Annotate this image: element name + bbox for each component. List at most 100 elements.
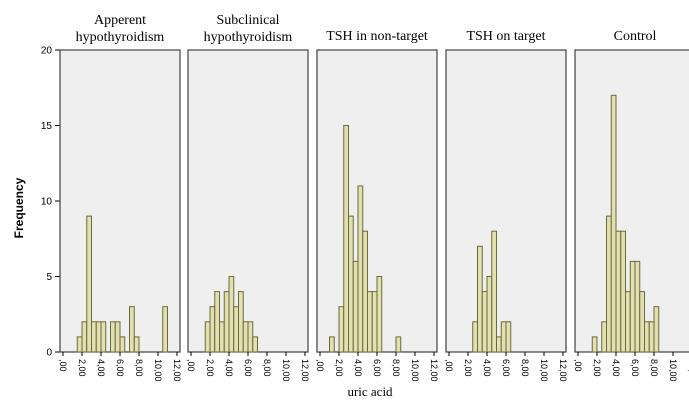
x-tick-label: 8,00 [262,359,272,377]
panel-title: Control [614,29,657,44]
x-tick-label: 12,00 [558,359,568,382]
x-tick-label: 12,00 [429,359,439,382]
y-tick-label: 20 [41,46,53,57]
histogram-bar [376,276,383,353]
histogram-bar [634,260,641,353]
histogram-bar [95,321,102,353]
panel-plot-area [445,49,567,353]
histogram-bar [486,276,493,353]
panel-title: TSH in non-target [326,29,428,44]
histogram-bar [114,321,121,353]
x-tick-label: 4,00 [96,359,106,377]
histogram-panel: Subclinical hypothyroidism ,00 2,00 4,00 6,00… [186,13,310,382]
histogram-bar [86,215,92,353]
histogram-bar [367,291,373,353]
panel-title: TSH on target [466,29,545,44]
x-tick-label: 6,00 [372,359,382,377]
x-tick-label: 6,00 [243,359,253,377]
histogram-bar [129,306,135,353]
panel-title: hypothyroidism [204,30,293,45]
histogram-bar [133,336,140,353]
panel-title: Apperent [94,13,146,28]
x-tick-label: 2,00 [77,359,87,377]
x-tick-label: ,00 [58,359,68,372]
x-tick-label: 4,00 [353,359,363,377]
x-tick-label: 8,00 [520,359,530,377]
x-tick-label: 10,00 [410,359,420,382]
x-tick-label: 2,00 [463,359,473,377]
y-axis-label: Frequency [12,177,26,238]
histogram-bar [223,291,230,353]
histogram-bar [481,291,488,353]
histogram-bar [329,336,335,353]
histogram-panel: Control ,00 2,00 4,00 6,00 8,00 10,00 12,00 [573,29,689,382]
histogram-bar [162,306,168,353]
histogram-bar [644,321,650,353]
x-tick-label: 2,00 [334,359,344,377]
histogram-bar [648,321,655,353]
histogram-bar [610,94,617,353]
x-tick-label: 6,00 [115,359,125,377]
histogram-bar [338,306,345,353]
x-tick-label: ,00 [444,359,454,372]
histogram-bar [606,215,612,353]
histogram-bar [491,230,497,353]
x-tick-label: 4,00 [611,359,621,377]
histogram-bar [252,336,258,353]
x-tick-label: 2,00 [205,359,215,377]
histogram-bar [343,125,349,353]
panel-plot-area [187,49,309,353]
y-tick-label: 10 [41,197,53,208]
y-tick-label: 15 [41,121,53,132]
x-tick-label: 6,00 [630,359,640,377]
histogram-bar [620,230,626,353]
histogram-bar [119,336,126,353]
histogram-bar [204,321,211,353]
x-tick-label: 2,00 [592,359,602,377]
x-axis-label: uric acid [347,384,393,399]
histogram-bar [357,185,364,353]
histogram-bar [500,321,507,353]
histogram-bar [348,215,354,353]
histogram-bar [110,321,116,353]
histogram-bar [362,230,368,353]
x-tick-label: 8,00 [134,359,144,377]
histogram-bar [477,245,483,353]
histogram-bar [629,260,636,353]
histogram-bar [247,321,254,353]
x-tick-label: 10,00 [539,359,549,382]
histogram-bar [505,321,512,353]
x-tick-label: ,00 [315,359,325,372]
histogram-bar [91,321,97,353]
histogram-bar [653,306,660,353]
x-tick-label: 6,00 [501,359,511,377]
histogram-bar [233,306,239,353]
histogram-bar [591,336,598,353]
x-tick-label: 10,00 [668,359,678,382]
x-tick-label: 4,00 [482,359,492,377]
x-tick-label: ,00 [186,359,196,372]
x-tick-label: 8,00 [649,359,659,377]
histogram-bar [625,291,631,353]
histogram-bar [219,321,225,353]
histogram-panel: Apperent hypothyroidism ,00 2,00 4,00 6,00 8,0… [58,13,182,382]
panel-plot-area [59,49,181,353]
histogram-bar [81,321,88,353]
x-tick-label: 8,00 [391,359,401,377]
x-tick-label: 12,00 [172,359,182,382]
histogram-bar [352,260,359,353]
x-tick-label: 10,00 [281,359,291,382]
panels-layer: Apperent hypothyroidism ,00 2,00 4,00 6,00 8,0… [58,13,689,382]
panel-title: Subclinical [217,13,280,28]
y-tick-label: 5 [46,272,52,283]
histogram-bar [209,306,216,353]
panel-title: hypothyroidism [76,30,165,45]
y-tick-label: 0 [46,348,52,359]
histogram-bar [496,336,502,353]
x-tick-label: ,00 [573,359,583,372]
histogram-bar [371,291,378,353]
histogram-bar [395,336,402,353]
histogram-bar [76,336,83,353]
histogram-bar [639,291,645,353]
histogram-bar [238,291,244,353]
